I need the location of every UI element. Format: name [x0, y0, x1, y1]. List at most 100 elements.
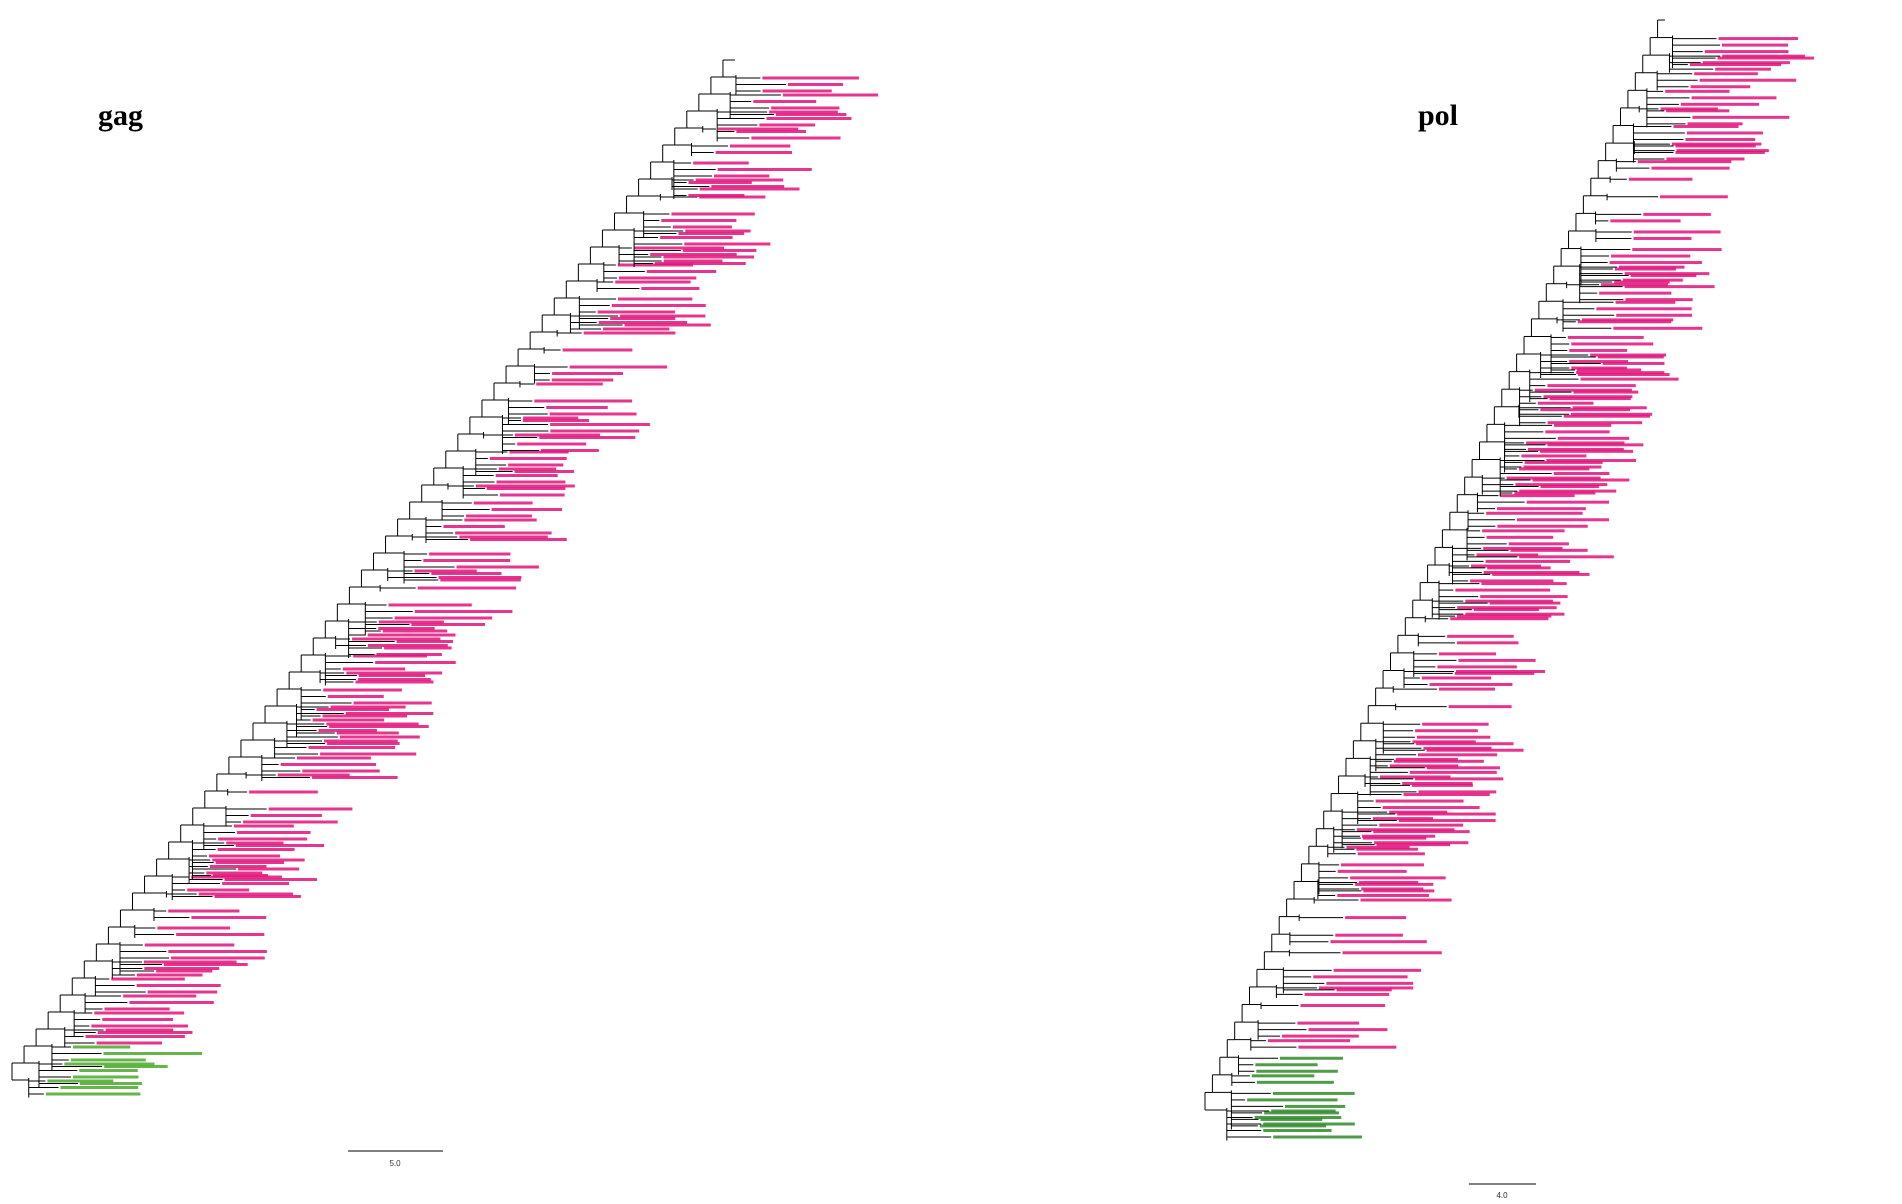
leaf-label — [1415, 777, 1504, 781]
leaf-label — [94, 1011, 185, 1015]
leaf-label — [688, 181, 752, 184]
leaf-label — [1576, 368, 1642, 372]
leaf-label — [443, 525, 505, 528]
leaf-label — [378, 627, 435, 630]
leaf-label — [376, 653, 442, 656]
leaf-label — [1415, 729, 1478, 733]
leaf-label — [168, 909, 240, 913]
leaf-label — [1264, 1111, 1339, 1115]
leaf-label — [382, 629, 448, 633]
leaf-label — [296, 756, 371, 760]
leaf-label — [508, 463, 564, 467]
leaf-label — [329, 725, 429, 728]
leaf-label — [1437, 665, 1517, 669]
leaf-label — [496, 480, 566, 484]
leaf-label — [1500, 494, 1575, 498]
leaf-label — [1256, 1080, 1334, 1084]
leaf-label — [1376, 843, 1451, 847]
leaf-label — [1599, 291, 1672, 295]
leaf-label — [352, 637, 441, 641]
leaf-label — [1336, 988, 1392, 992]
leaf-label — [456, 565, 539, 569]
leaf-label — [1282, 1034, 1359, 1038]
leaf-label — [1722, 54, 1805, 58]
leaf-label — [1543, 395, 1633, 399]
leaf-label — [326, 722, 419, 726]
leaf-label — [699, 187, 800, 191]
leaf-label — [1624, 285, 1715, 289]
leaf-label — [491, 508, 563, 511]
leaf-label — [1659, 195, 1728, 199]
leaf-label — [1515, 483, 1608, 487]
leaf-label — [214, 895, 301, 898]
leaf-label — [1457, 641, 1519, 645]
leaf-label — [339, 735, 420, 739]
leaf-label — [1547, 443, 1644, 447]
leaf-label — [736, 130, 807, 133]
leaf-label — [105, 1028, 174, 1032]
leaf-label — [1438, 687, 1496, 691]
leaf-label — [1689, 63, 1782, 67]
leaf-label — [1516, 518, 1610, 522]
leaf-label — [1421, 676, 1492, 680]
leaf-label — [660, 236, 733, 239]
leaf-label — [1546, 459, 1636, 463]
leaf-label — [1540, 485, 1599, 489]
leaf-label — [615, 280, 691, 284]
leaf-label — [1563, 414, 1651, 418]
leaf-label — [617, 297, 693, 301]
scale-label: 5.0 — [389, 1159, 401, 1168]
leaf-label — [1609, 261, 1702, 265]
leaf-label — [1345, 916, 1407, 920]
leaf-label — [1455, 588, 1551, 592]
leaf-label — [1335, 933, 1403, 937]
leaf-label — [85, 1035, 185, 1038]
leaf-label — [1379, 823, 1464, 827]
leaf-label — [464, 518, 537, 522]
leaf-label — [552, 372, 623, 375]
leaf-label — [1569, 348, 1628, 352]
leaf-label — [1685, 137, 1756, 141]
leaf-label — [1715, 67, 1771, 71]
leaf-label — [1547, 384, 1636, 388]
leaf-label — [411, 623, 485, 626]
leaf-label — [163, 963, 248, 966]
leaf-label — [583, 331, 676, 335]
leaf-label — [498, 467, 557, 471]
leaf-label — [1473, 608, 1539, 612]
leaf-label — [1482, 529, 1565, 533]
leaf-label — [641, 287, 700, 290]
leaf-label — [534, 399, 633, 403]
leaf-label — [1450, 617, 1549, 621]
leaf-label — [1691, 96, 1777, 100]
leaf-label — [1680, 102, 1760, 106]
leaf-label — [1577, 320, 1672, 324]
leaf-label — [1489, 601, 1561, 605]
leaf-label — [1333, 968, 1422, 972]
leaf-label — [316, 708, 390, 711]
leaf-label — [1624, 272, 1710, 276]
leaf-label — [1350, 876, 1446, 880]
leaf-label — [1429, 682, 1513, 686]
leaf-label — [766, 117, 852, 120]
leaf-label — [769, 110, 838, 114]
leaf-label — [1510, 548, 1588, 552]
leaf-label — [1643, 212, 1711, 216]
leaf-label — [1326, 981, 1414, 985]
leaf-label — [322, 714, 408, 718]
leaf-label — [64, 1062, 155, 1066]
leaf-label — [1486, 535, 1554, 539]
leaf-label — [277, 773, 350, 777]
leaf-label — [1571, 342, 1654, 346]
leaf-label — [378, 620, 444, 624]
leaf-label — [517, 442, 587, 446]
leaf-label — [1330, 940, 1427, 944]
leaf-label — [1403, 793, 1490, 797]
leaf-label — [147, 990, 218, 994]
leaf-label — [1372, 817, 1434, 821]
leaf-label — [610, 317, 676, 320]
leaf-label — [330, 705, 406, 709]
leaf-label — [318, 729, 377, 732]
leaf-label — [217, 848, 295, 851]
leaf-label — [1614, 267, 1676, 271]
